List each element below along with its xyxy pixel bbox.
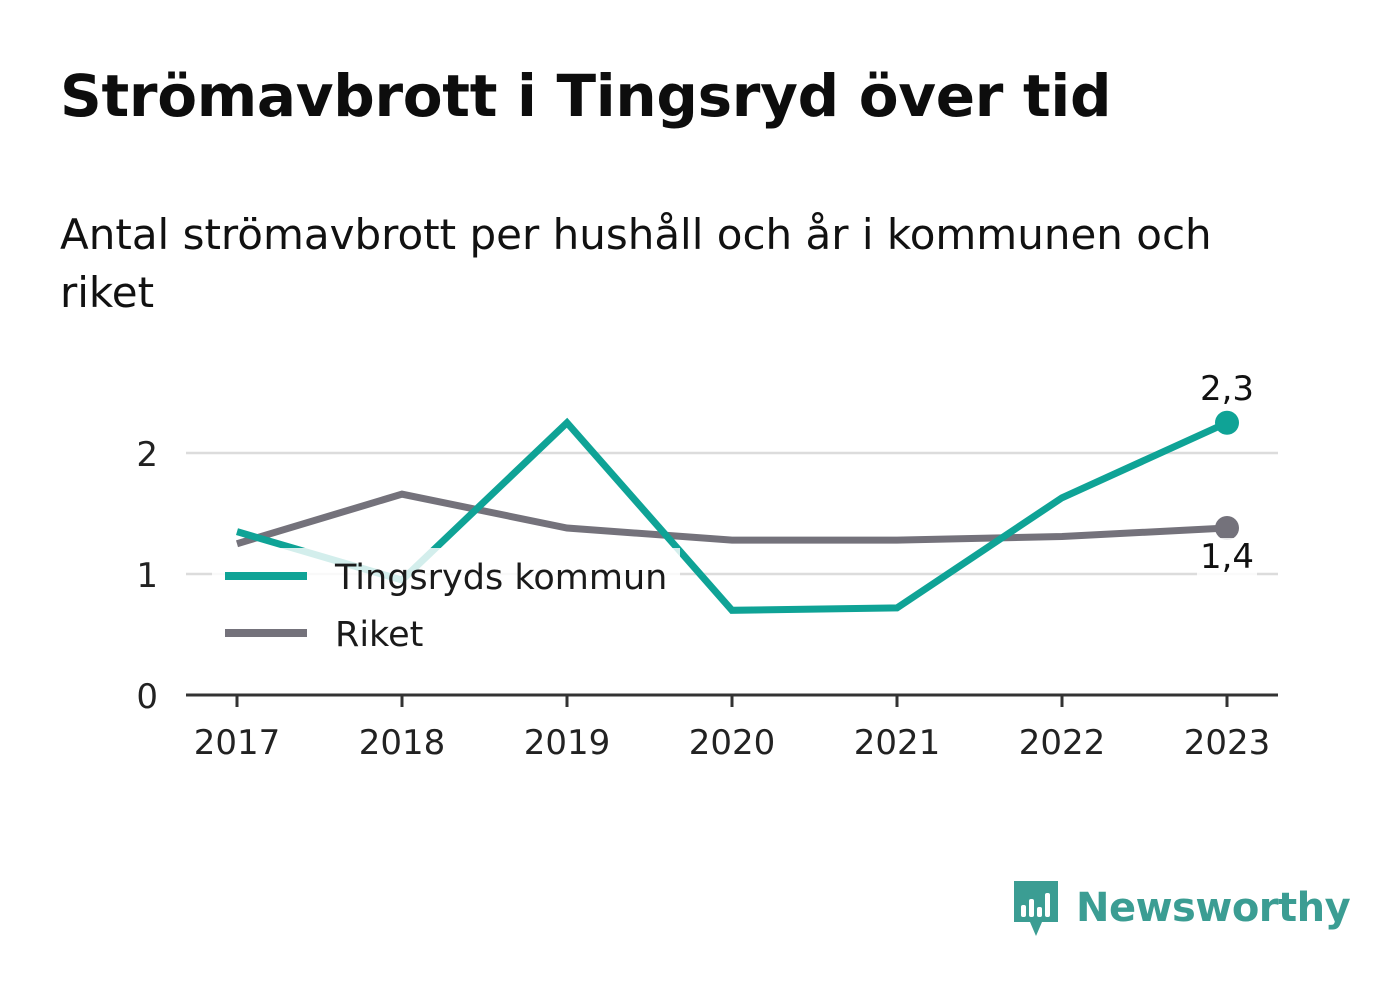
x-tick-label: 2019 (524, 723, 611, 763)
series-end-point (1215, 410, 1239, 435)
x-tick-label: 2022 (1019, 723, 1106, 763)
legend-background (212, 548, 680, 666)
newsworthy-logo-icon (1014, 881, 1058, 936)
y-tick-label: 2 (136, 435, 158, 475)
x-tick-label: 2023 (1184, 723, 1271, 763)
series-end-point (1215, 516, 1239, 541)
data-label-background (1197, 538, 1257, 577)
legend-label: Riket (335, 615, 423, 655)
chart-title: Strömavbrott i Tingsryd över tid (60, 62, 1112, 130)
y-tick-label: 0 (136, 677, 158, 717)
data-label: 2,3 (1200, 369, 1254, 409)
newsworthy-logo: Newsworthy (1010, 878, 1351, 938)
legend-label: Tingsryds kommun (334, 558, 667, 598)
x-tick-label: 2020 (689, 723, 776, 763)
x-tick-label: 2017 (194, 723, 281, 763)
x-tick-label: 2018 (359, 723, 446, 763)
chart-subtitle: Antal strömavbrott per hushåll och år i … (60, 210, 1212, 317)
y-tick-label: 1 (136, 556, 158, 596)
series-line-riket (235, 490, 1228, 548)
x-tick-label: 2021 (854, 723, 941, 763)
data-label: 1,4 (1200, 537, 1254, 577)
brand-name: Newsworthy (1076, 885, 1351, 931)
